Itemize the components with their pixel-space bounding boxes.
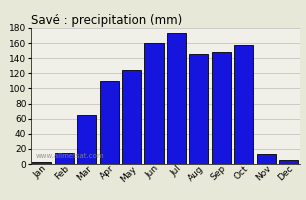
- Bar: [212, 52, 231, 164]
- Bar: [234, 45, 253, 164]
- Bar: [32, 162, 51, 164]
- Bar: [122, 70, 141, 164]
- Bar: [257, 154, 276, 164]
- Bar: [189, 54, 208, 164]
- Bar: [279, 160, 298, 164]
- Text: Savé : precipitation (mm): Savé : precipitation (mm): [31, 14, 182, 27]
- Bar: [55, 153, 74, 164]
- Bar: [167, 33, 186, 164]
- Text: www.allmetsat.com: www.allmetsat.com: [36, 153, 105, 159]
- Bar: [144, 43, 163, 164]
- Bar: [77, 115, 96, 164]
- Bar: [100, 81, 119, 164]
